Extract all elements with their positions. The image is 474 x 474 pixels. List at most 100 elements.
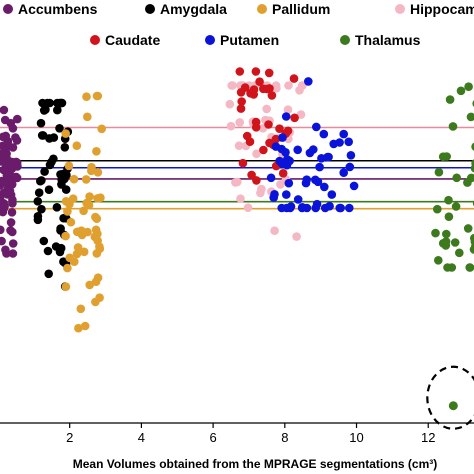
point-putamen bbox=[281, 112, 291, 121]
point-hippocampus bbox=[292, 232, 301, 241]
x-tick-label-8: 8 bbox=[281, 430, 288, 445]
point-caudate bbox=[262, 84, 272, 94]
point-amygdala bbox=[33, 215, 43, 225]
point-thalamus bbox=[469, 245, 474, 254]
point-accumbens bbox=[12, 114, 22, 124]
point-amygdala bbox=[40, 167, 49, 176]
point-amygdala bbox=[59, 257, 68, 267]
point-pallidum bbox=[64, 161, 74, 171]
point-thalamus bbox=[447, 263, 457, 272]
point-accumbens bbox=[0, 202, 9, 211]
point-thalamus bbox=[463, 224, 473, 233]
point-accumbens bbox=[0, 178, 9, 187]
point-accumbens bbox=[1, 245, 10, 255]
point-accumbens bbox=[7, 180, 17, 189]
point-hippocampus bbox=[297, 81, 307, 90]
point-pallidum bbox=[93, 91, 103, 101]
point-putamen bbox=[282, 190, 291, 199]
point-pallidum bbox=[83, 112, 92, 122]
point-thalamus bbox=[444, 212, 454, 221]
point-putamen bbox=[320, 203, 330, 213]
point-thalamus bbox=[448, 122, 458, 131]
x-tick-label-10: 10 bbox=[349, 430, 363, 445]
point-pallidum bbox=[79, 206, 88, 216]
point-thalamus bbox=[431, 228, 440, 238]
point-caudate bbox=[255, 77, 264, 86]
x-tick-label-4: 4 bbox=[138, 430, 145, 445]
point-hippocampus bbox=[283, 105, 293, 114]
legend-marker-amygdala bbox=[145, 4, 155, 14]
point-pallidum bbox=[84, 200, 94, 210]
point-amygdala bbox=[56, 224, 65, 233]
point-thalamus bbox=[434, 255, 443, 265]
legend-label-caudate: Caudate bbox=[105, 32, 160, 48]
point-putamen bbox=[346, 151, 356, 160]
point-amygdala bbox=[36, 118, 46, 128]
point-pallidum bbox=[91, 212, 100, 222]
point-pallidum bbox=[81, 175, 91, 184]
point-caudate bbox=[290, 113, 299, 123]
point-accumbens bbox=[8, 227, 17, 237]
point-thalamus bbox=[434, 167, 444, 177]
point-putamen bbox=[336, 203, 346, 213]
point-putamen bbox=[266, 173, 276, 183]
legend-label-pallidum: Pallidum bbox=[272, 1, 330, 17]
point-pallidum bbox=[80, 321, 90, 331]
point-amygdala bbox=[55, 247, 65, 257]
point-caudate bbox=[247, 170, 256, 180]
point-thalamus bbox=[442, 152, 452, 161]
point-putamen bbox=[339, 168, 349, 177]
point-putamen bbox=[345, 162, 355, 172]
point-caudate bbox=[251, 67, 261, 76]
point-caudate bbox=[283, 126, 293, 136]
point-amygdala bbox=[61, 185, 71, 194]
point-accumbens bbox=[3, 190, 12, 199]
point-hippocampus bbox=[257, 184, 266, 194]
point-putamen bbox=[305, 148, 315, 158]
point-putamen bbox=[320, 182, 329, 192]
point-accumbens bbox=[0, 115, 10, 125]
x-tick-label-2: 2 bbox=[66, 430, 73, 445]
point-putamen bbox=[277, 144, 286, 154]
point-hippocampus bbox=[234, 141, 244, 150]
point-hippocampus bbox=[225, 99, 235, 109]
point-caudate bbox=[249, 85, 259, 94]
point-pallidum bbox=[73, 243, 83, 252]
point-accumbens bbox=[1, 132, 10, 141]
point-amygdala bbox=[37, 204, 46, 214]
point-putamen bbox=[327, 190, 337, 199]
point-pallidum bbox=[77, 230, 87, 240]
point-amygdala bbox=[43, 246, 53, 256]
point-accumbens bbox=[0, 236, 6, 246]
point-caudate bbox=[238, 158, 248, 168]
legend-label-hippocampus: Hippocampus bbox=[410, 1, 474, 17]
x-axis-label: Mean Volumes obtained from the MPRAGE se… bbox=[73, 457, 438, 471]
point-putamen bbox=[286, 202, 296, 211]
point-accumbens bbox=[0, 194, 5, 204]
point-putamen bbox=[339, 129, 349, 139]
x-tick-label-6: 6 bbox=[209, 430, 216, 445]
point-putamen bbox=[315, 162, 324, 172]
point-caudate bbox=[251, 117, 261, 127]
point-putamen bbox=[277, 203, 287, 213]
point-amygdala bbox=[36, 176, 45, 186]
point-outlier bbox=[448, 401, 458, 411]
point-putamen bbox=[302, 203, 312, 213]
point-thalamus bbox=[445, 95, 455, 104]
legend-label-amygdala: Amygdala bbox=[160, 1, 227, 17]
point-hippocampus bbox=[231, 178, 240, 187]
point-amygdala bbox=[33, 197, 43, 206]
point-thalamus bbox=[466, 112, 474, 122]
point-amygdala bbox=[39, 236, 49, 246]
point-accumbens bbox=[0, 225, 5, 235]
point-caudate bbox=[236, 88, 246, 97]
point-amygdala bbox=[49, 133, 59, 142]
point-hippocampus bbox=[271, 81, 281, 90]
point-hippocampus bbox=[235, 118, 244, 127]
point-hippocampus bbox=[270, 226, 279, 235]
point-pallidum bbox=[85, 280, 94, 290]
point-caudate bbox=[275, 124, 284, 133]
point-amygdala bbox=[52, 203, 62, 212]
x-tick-label-12: 12 bbox=[421, 430, 435, 445]
point-pallidum bbox=[91, 297, 100, 307]
